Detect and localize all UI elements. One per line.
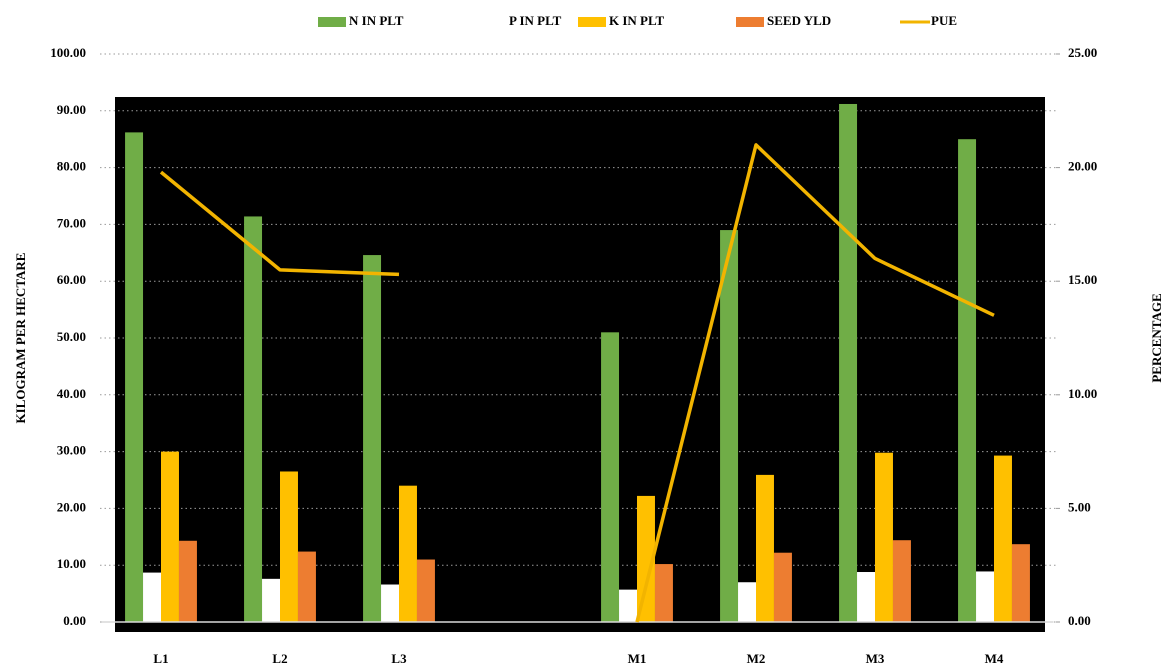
legend-label: N IN PLT [349, 13, 404, 28]
y2-tick-label: 20.00 [1068, 159, 1097, 174]
bar [161, 451, 179, 622]
y-axis-title: KILOGRAM PER HECTARE [13, 253, 28, 424]
x-tick-label: M4 [985, 651, 1004, 666]
bar [994, 455, 1012, 622]
x-tick-label: M1 [628, 651, 647, 666]
bar [125, 132, 144, 622]
x-tick-label: M2 [747, 651, 766, 666]
legend-label: P IN PLT [509, 13, 562, 28]
legend-label: PUE [931, 13, 957, 28]
legend-swatch [736, 17, 764, 27]
bar [262, 578, 280, 622]
y2-axis-title: PERCENTAGE [1149, 293, 1164, 382]
legend-label: SEED YLD [767, 13, 831, 28]
y2-tick-label: 5.00 [1068, 499, 1091, 514]
bar [892, 540, 911, 622]
bar [654, 564, 673, 622]
bar [637, 495, 655, 622]
bar [976, 571, 994, 622]
bar [280, 471, 298, 622]
y-tick-label: 60.00 [57, 272, 86, 287]
y-tick-label: 100.00 [50, 45, 86, 60]
y-tick-label: 10.00 [57, 556, 86, 571]
bar [143, 572, 161, 622]
bar [297, 551, 316, 622]
y-tick-label: 50.00 [57, 329, 86, 344]
bar [399, 485, 417, 622]
bar [381, 584, 399, 622]
legend-swatch [318, 17, 346, 27]
bar [1011, 544, 1030, 622]
bar [720, 230, 739, 622]
bar [619, 589, 637, 622]
bar [839, 103, 858, 622]
bar [857, 572, 875, 622]
bar [178, 540, 197, 622]
y-tick-label: 30.00 [57, 443, 86, 458]
y2-tick-label: 25.00 [1068, 45, 1097, 60]
bar [773, 552, 792, 622]
y2-tick-label: 0.00 [1068, 613, 1091, 628]
bar [738, 582, 756, 622]
y2-tick-label: 15.00 [1068, 272, 1097, 287]
bar [363, 255, 382, 622]
bar [416, 559, 435, 622]
x-tick-label: M3 [866, 651, 885, 666]
legend-swatch [478, 17, 506, 27]
legend-swatch [578, 17, 606, 27]
x-tick-label: L1 [153, 651, 168, 666]
line-series [159, 143, 995, 623]
y-tick-label: 20.00 [57, 499, 86, 514]
y-tick-label: 0.00 [63, 613, 86, 628]
bar [875, 452, 893, 622]
y-tick-label: 40.00 [57, 386, 86, 401]
bar [601, 332, 620, 622]
x-tick-label: L3 [391, 651, 407, 666]
y-tick-label: 80.00 [57, 159, 86, 174]
y2-tick-label: 10.00 [1068, 386, 1097, 401]
bar [244, 216, 263, 622]
y-tick-label: 90.00 [57, 102, 86, 117]
legend-label: K IN PLT [609, 13, 664, 28]
bar [958, 139, 977, 622]
x-tick-label: L2 [272, 651, 287, 666]
y-tick-label: 70.00 [57, 215, 86, 230]
bar [756, 474, 774, 622]
